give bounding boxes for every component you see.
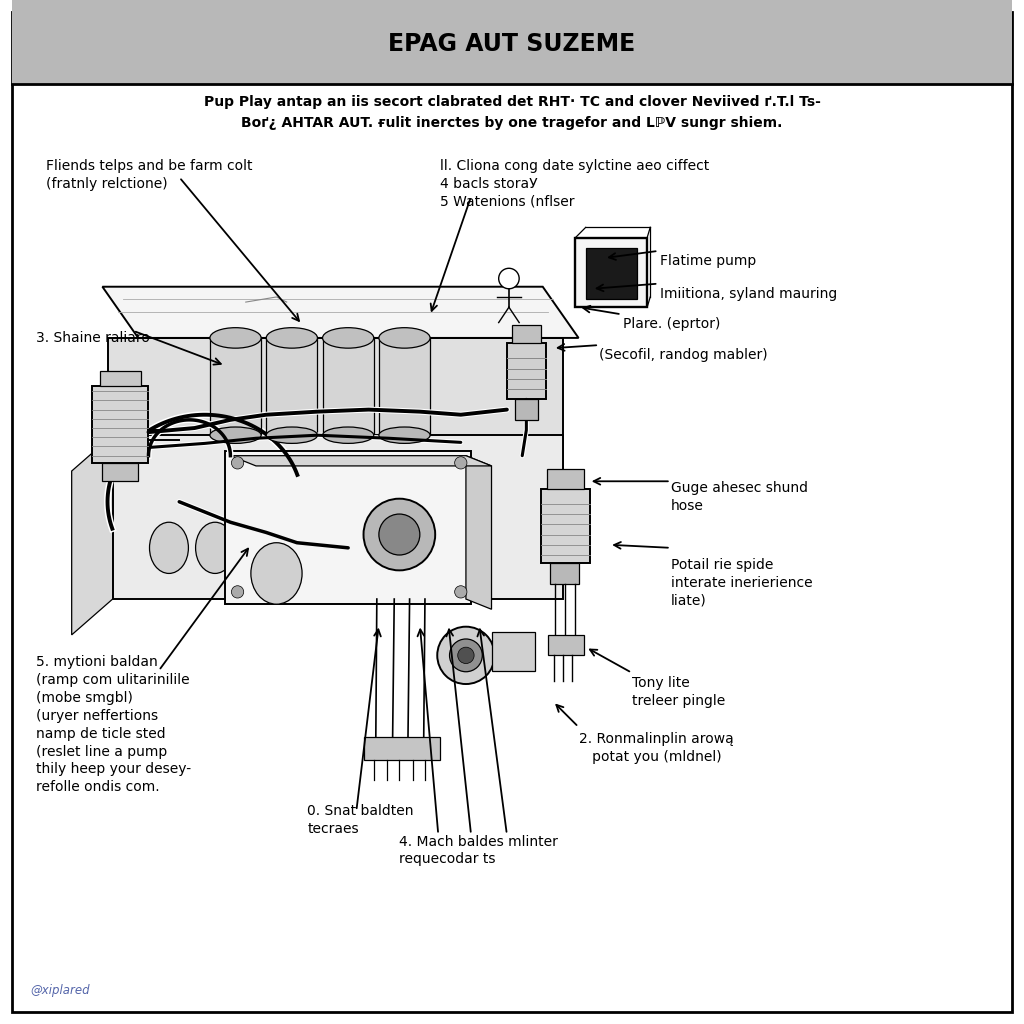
Ellipse shape	[323, 427, 374, 443]
Text: Flatime pump: Flatime pump	[660, 254, 757, 268]
Text: Pup Play antap an iis secort clabrated det RHT· TC and clover Neviived ґ.T.l Ts-: Pup Play antap an iis secort clabrated d…	[204, 95, 820, 110]
FancyBboxPatch shape	[225, 451, 471, 604]
Circle shape	[450, 639, 482, 672]
Ellipse shape	[323, 328, 374, 348]
Ellipse shape	[196, 522, 234, 573]
Text: Guge ahesec shund
hose: Guge ahesec shund hose	[671, 481, 808, 513]
Text: 5. mytioni baldan
(ramp com ulitarinilile
(mobe smgbl)
(uryer neffertions
namp d: 5. mytioni baldan (ramp com ulitarinilil…	[36, 655, 190, 795]
Ellipse shape	[251, 543, 302, 604]
Text: @xiplared: @xiplared	[31, 984, 90, 997]
Circle shape	[364, 499, 435, 570]
Circle shape	[437, 627, 495, 684]
Ellipse shape	[150, 522, 188, 573]
Circle shape	[455, 457, 467, 469]
Text: Tony lite
treleer pingle: Tony lite treleer pingle	[632, 676, 725, 708]
Bar	[364, 737, 440, 760]
Text: (Secofil, randog mabler): (Secofil, randog mabler)	[599, 348, 768, 362]
Circle shape	[231, 586, 244, 598]
Bar	[210, 338, 261, 435]
Text: 4. Mach baldes mlinter
requecodar ts: 4. Mach baldes mlinter requecodar ts	[399, 835, 558, 866]
Ellipse shape	[210, 427, 261, 443]
Ellipse shape	[379, 427, 430, 443]
Bar	[550, 563, 579, 584]
Ellipse shape	[379, 328, 430, 348]
Bar	[12, 0, 1012, 84]
Bar	[108, 338, 563, 502]
Bar	[548, 635, 584, 655]
Text: 2. Ronmalinplin arową
   potat you (mldnel): 2. Ronmalinplin arową potat you (mldnel)	[579, 732, 733, 764]
Bar	[507, 343, 546, 399]
Bar	[586, 248, 637, 299]
Polygon shape	[230, 456, 492, 466]
Ellipse shape	[266, 328, 317, 348]
Ellipse shape	[266, 427, 317, 443]
Bar	[575, 238, 647, 307]
Bar	[102, 463, 138, 481]
Text: ll. Cliona cong date sylctine aeo ciffect
4 bacls storaУ
5 Watenions (nflser: ll. Cliona cong date sylctine aeo ciffec…	[440, 159, 710, 209]
Bar	[512, 325, 541, 343]
Bar	[541, 489, 590, 563]
Polygon shape	[102, 287, 579, 338]
Text: Potail rie spide
interate inerierience
liate): Potail rie spide interate inerierience l…	[671, 558, 812, 608]
Polygon shape	[466, 456, 492, 609]
Bar	[266, 338, 317, 435]
Circle shape	[458, 647, 474, 664]
Bar	[113, 435, 563, 599]
Ellipse shape	[210, 328, 261, 348]
Circle shape	[379, 514, 420, 555]
Circle shape	[455, 586, 467, 598]
Text: Imiitiona, syland mauring: Imiitiona, syland mauring	[660, 287, 838, 301]
Bar	[323, 338, 374, 435]
Text: Boґ¿ AHTAR AUT. ғulit inerctes by one tragefor and LℙV sungr shiem.: Boґ¿ AHTAR AUT. ғulit inerctes by one tr…	[242, 116, 782, 130]
Bar	[92, 386, 148, 463]
Text: Plare. (eprtor): Plare. (eprtor)	[623, 317, 720, 332]
Text: 0. Snat baldten
tecraes: 0. Snat baldten tecraes	[307, 804, 414, 836]
Bar	[100, 371, 141, 386]
Circle shape	[231, 457, 244, 469]
Circle shape	[499, 268, 519, 289]
Bar	[492, 632, 535, 671]
Text: EPAG AUT SUZEME: EPAG AUT SUZEME	[388, 32, 636, 56]
Bar	[379, 338, 430, 435]
Text: 3. Shaine raliaro: 3. Shaine raliaro	[36, 331, 150, 345]
Bar	[515, 399, 538, 420]
Bar	[547, 469, 584, 489]
Ellipse shape	[313, 522, 352, 573]
Polygon shape	[72, 435, 113, 635]
Text: Fliends telps and be farm colt
(fratnly relctione): Fliends telps and be farm colt (fratnly …	[46, 159, 253, 190]
